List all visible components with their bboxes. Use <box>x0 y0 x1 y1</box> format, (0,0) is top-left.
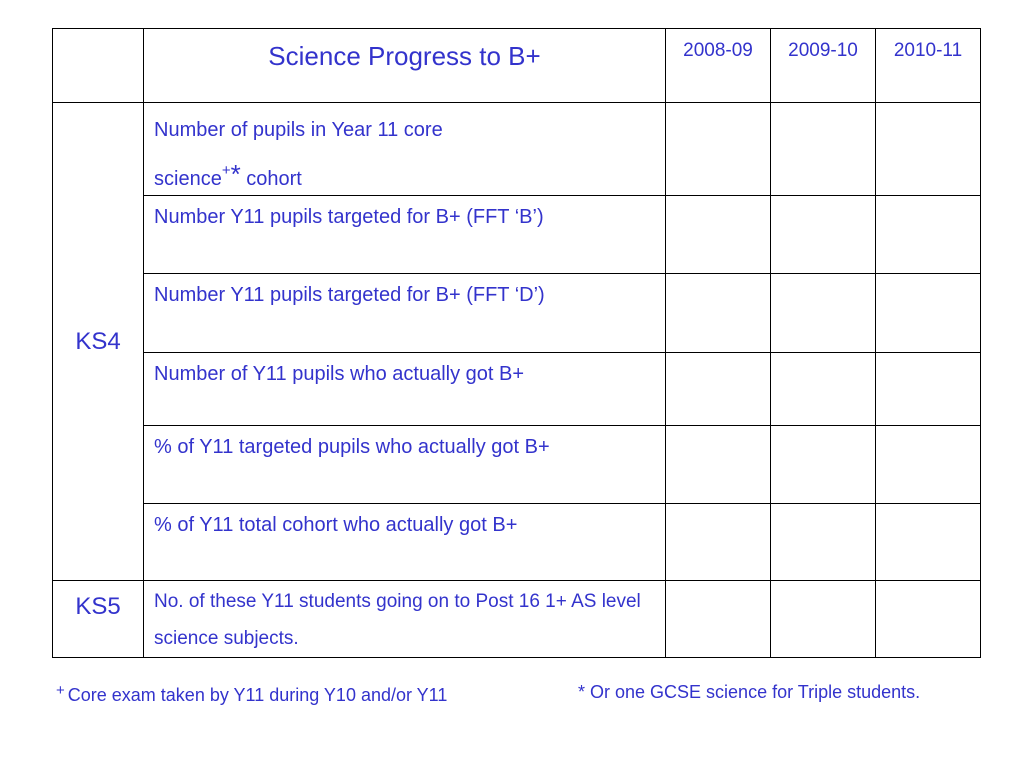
table-row: Number of Y11 pupils who actually got B+ <box>53 352 981 426</box>
value-cell[interactable] <box>665 425 771 504</box>
row-label-targeted-fft-b: Number Y11 pupils targeted for B+ (FFT ‘… <box>143 195 666 274</box>
value-cell[interactable] <box>665 503 771 581</box>
star-mark: * <box>230 159 241 189</box>
row-label-pct-total-cohort: % of Y11 total cohort who actually got B… <box>143 503 666 581</box>
table-row: Number Y11 pupils targeted for B+ (FFT ‘… <box>53 195 981 274</box>
row-label-science: science <box>154 168 222 190</box>
value-cell[interactable] <box>770 195 876 274</box>
footnote-core-exam: + Core exam taken by Y11 during Y10 and/o… <box>56 683 447 704</box>
table-row: KS4 Number of pupils in Year 11 core sci… <box>52 102 981 581</box>
table-row: % of Y11 targeted pupils who actually go… <box>53 425 981 504</box>
value-cell[interactable] <box>875 352 981 426</box>
value-cell[interactable] <box>875 102 981 196</box>
value-cell[interactable] <box>875 425 981 504</box>
table-row: Number Y11 pupils targeted for B+ (FFT ‘… <box>53 273 981 353</box>
value-cell[interactable] <box>770 425 876 504</box>
row-label-targeted-fft-d: Number Y11 pupils targeted for B+ (FFT ‘… <box>143 273 666 353</box>
footnote-triple: * Or one GCSE science for Triple student… <box>578 682 921 702</box>
table-row: KS5 No. of these Y11 students going on t… <box>52 579 981 659</box>
table-title: Science Progress to B+ <box>143 28 666 103</box>
value-cell[interactable] <box>665 102 771 196</box>
stage-label-ks4: KS4 <box>52 102 144 581</box>
value-cell[interactable] <box>665 195 771 274</box>
corner-cell <box>52 28 144 103</box>
plus-mark: + <box>221 162 231 179</box>
header-row: Science Progress to B+ 2008-09 2009-10 2… <box>52 28 981 103</box>
row-label-cohort: cohort <box>240 168 302 190</box>
value-cell[interactable] <box>875 195 981 274</box>
year-header-2008-09: 2008-09 <box>665 28 771 103</box>
value-cell[interactable] <box>665 579 771 659</box>
row-label-actually-got: Number of Y11 pupils who actually got B+ <box>143 352 666 426</box>
row-label-pct-targeted: % of Y11 targeted pupils who actually go… <box>143 425 666 504</box>
stage-label-ks5: KS5 <box>52 579 144 659</box>
footnote-plus-mark: + <box>56 682 65 699</box>
row-label-post16-as-level: No. of these Y11 students going on to Po… <box>143 579 666 659</box>
table-row: % of Y11 total cohort who actually got B… <box>53 503 981 581</box>
value-cell[interactable] <box>875 503 981 581</box>
value-cell[interactable] <box>770 579 876 659</box>
value-cell[interactable] <box>665 352 771 426</box>
year-header-2010-11: 2010-11 <box>875 28 981 103</box>
row-label-core-cohort: Number of pupils in Year 11 core science… <box>143 102 666 196</box>
science-progress-table: Science Progress to B+ 2008-09 2009-10 2… <box>52 28 981 659</box>
value-cell[interactable] <box>875 273 981 353</box>
footnote-core-exam-text: Core exam taken by Y11 during Y10 and/or… <box>67 685 448 705</box>
value-cell[interactable] <box>665 273 771 353</box>
value-cell[interactable] <box>875 579 981 659</box>
value-cell[interactable] <box>770 273 876 353</box>
year-header-2009-10: 2009-10 <box>770 28 876 103</box>
row-label-line2: science+* cohort <box>154 154 655 195</box>
row-label-line1: Number of pupils in Year 11 core <box>154 119 443 141</box>
value-cell[interactable] <box>770 352 876 426</box>
value-cell[interactable] <box>770 503 876 581</box>
value-cell[interactable] <box>770 102 876 196</box>
